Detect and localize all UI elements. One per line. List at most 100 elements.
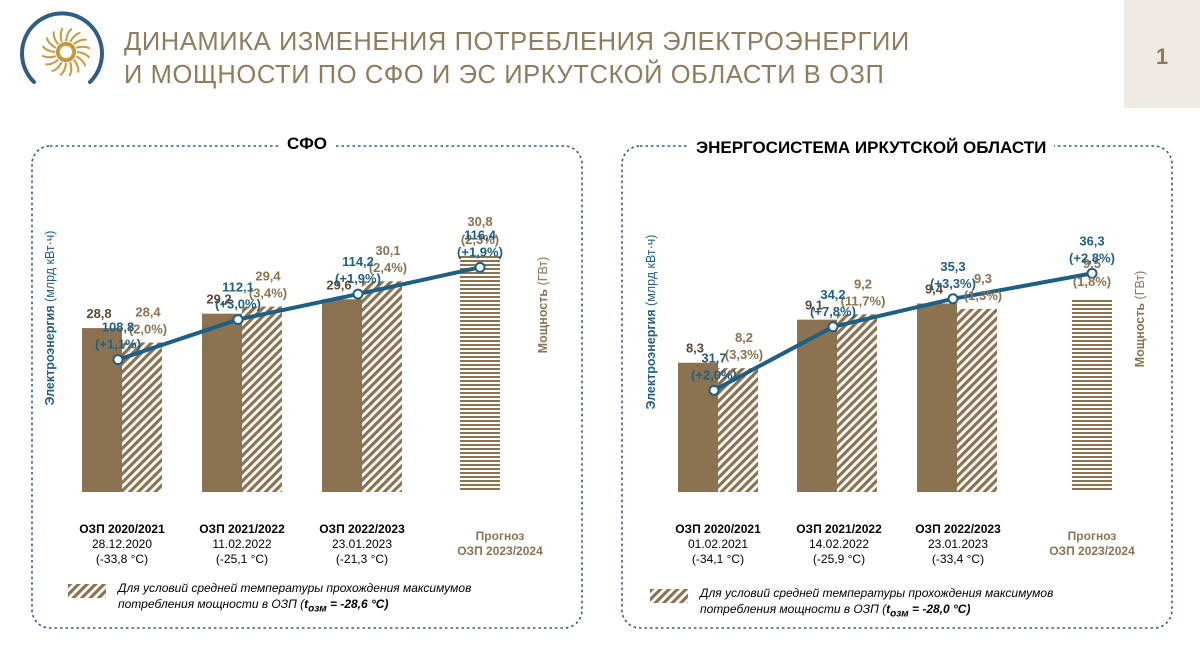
company-logo (20, 11, 104, 84)
energy-axis-label-sfo: Электроэнергия (млрд кВт·ч) (43, 198, 57, 438)
chart-title-sfo: СФО (279, 134, 336, 154)
bar-normalized-label: 9,3 (974, 271, 992, 286)
logo-ray (45, 59, 59, 66)
bar-normalized (1072, 298, 1112, 492)
category-label-forecast: Прогноз ОЗП 2023/2024 (1049, 529, 1135, 558)
bar-actual-label: 9,1 (805, 298, 823, 313)
bar-actual (202, 313, 242, 492)
energy-point (947, 293, 959, 305)
logo-arc (20, 11, 104, 84)
bar-normalized (122, 342, 162, 492)
logo-ray (75, 55, 87, 67)
bar-normalized-label: 28,4 (135, 304, 161, 319)
logo-ray (51, 61, 63, 73)
bar-normalized (362, 281, 402, 492)
page-title-line-1: ДИНАМИКА ИЗМЕНЕНИЯ ПОТРЕБЛЕНИЯ ЭЛЕКТРОЭН… (124, 28, 910, 56)
bar-actual-label: 28,8 (86, 306, 111, 321)
category-label-forecast: Прогноз ОЗП 2023/2024 (457, 529, 543, 558)
energy-value-label: 116,4 (464, 227, 497, 242)
page-number-box (1124, 0, 1200, 108)
page-number: 1 (1155, 44, 1169, 69)
bar-normalized (718, 368, 758, 492)
panel-frame (31, 145, 583, 629)
bar-normalized-label: 8,2 (735, 330, 753, 345)
energy-axis-unit: (млрд кВт·ч) (43, 230, 57, 302)
energy-pct-label: (+2,8%) (1069, 250, 1115, 265)
energy-value-label: 31,7 (701, 350, 726, 365)
energy-point (1086, 267, 1098, 279)
page-title: ДИНАМИКА ИЗМЕНЕНИЯ ПОТРЕБЛЕНИЯ ЭЛЕКТРОЭН… (124, 26, 910, 92)
page-title-line-2: И МОЩНОСТИ ПО СФО И ЭС ИРКУТСКОЙ ОБЛАСТИ… (124, 61, 885, 89)
logo-ray (73, 38, 87, 45)
power-axis-unit: (ГВт) (1133, 270, 1147, 300)
logo-ray (73, 59, 80, 73)
bar-actual (82, 328, 122, 492)
bar-normalized (837, 314, 877, 492)
bar-normalized-pct: (2,3%) (461, 232, 499, 247)
energy-pct-label: (+2,0%) (691, 367, 737, 382)
logo-ray (45, 37, 57, 49)
chart-sfo: 28,8 28,4 (2,0%) 29,2 29,4 (3,4%) 29,6 30,1 (2,4… (31, 145, 583, 629)
logo-ray (59, 62, 67, 77)
power-axis-title: Мощность (1133, 302, 1147, 368)
energy-pct-label: (+3,0%) (215, 297, 261, 312)
bar-normalized-label: 9,2 (854, 276, 872, 291)
power-axis-unit: (ГВт) (536, 256, 550, 286)
bar-normalized-pct: (2,0%) (129, 321, 167, 336)
bar-actual (678, 362, 718, 492)
logo-sun-icon (41, 27, 91, 77)
bar-normalized-pct: (3,4%) (249, 285, 287, 300)
chart-title-irkutsk: ЭНЕРГОСИСТЕМА ИРКУТСКОЙ ОБЛАСТИ (688, 138, 1055, 158)
bar-normalized-label: 30,8 (467, 214, 492, 229)
logo-ray (41, 54, 57, 59)
energy-value-label: 112,1 (222, 280, 254, 295)
energy-pct-label: (+1,1%) (95, 337, 141, 352)
energy-line (713, 271, 1093, 393)
energy-value-label: 36,3 (1079, 233, 1104, 248)
logo-ray (65, 27, 73, 42)
energy-axis-unit: (млрд кВт·ч) (644, 234, 658, 306)
energy-point (352, 288, 364, 300)
bar-normalized-pct: (1,8%) (1073, 274, 1111, 289)
power-axis-title: Мощность (536, 288, 550, 354)
category-label: ОЗП 2021/2022 11.02.2022 (-25,1 °С) (199, 522, 285, 566)
energy-value-label: 35,3 (940, 259, 965, 274)
energy-point (827, 321, 839, 333)
bar-actual-label: 29,2 (206, 292, 231, 307)
energy-point (112, 354, 124, 366)
bar-normalized-label: 29,4 (255, 268, 281, 283)
energy-value-label: 34,2 (820, 287, 845, 302)
bar-normalized-label: 9,5 (1083, 256, 1101, 271)
bar-normalized-pct: (3,3%) (725, 347, 763, 362)
panel-frame (621, 145, 1173, 629)
logo-ray (75, 45, 91, 50)
bar-actual (917, 303, 957, 492)
energy-pct-label: (+3,3%) (930, 276, 976, 291)
bar-actual (797, 319, 837, 492)
power-axis-label-irkutsk: Мощность (ГВт) (1133, 199, 1147, 439)
bar-normalized (460, 256, 500, 492)
legend-irkutsk: Для условий средней температуры прохожде… (650, 585, 1180, 619)
energy-point (708, 384, 720, 396)
bar-actual-label: 29,6 (326, 277, 351, 292)
energy-point (474, 261, 486, 273)
logo-ray (59, 27, 64, 43)
legend-swatch (68, 584, 106, 598)
energy-pct-label: (+1,9%) (335, 271, 381, 286)
bar-normalized-label: 30,1 (375, 243, 400, 258)
logo-ray (41, 45, 56, 53)
energy-axis-title: Электроэнергия (644, 309, 658, 410)
bar-normalized (957, 308, 997, 492)
energy-line (117, 265, 481, 362)
category-label: ОЗП 2022/2023 23.01.2023 (-33,4 °С) (915, 522, 1001, 566)
logo-ray (69, 31, 81, 43)
logo-ray (52, 31, 59, 45)
bar-normalized-pct: (2,4%) (369, 260, 407, 275)
logo-ray (68, 61, 73, 77)
bar-normalized (242, 306, 282, 492)
power-axis-label-sfo: Мощность (ГВт) (536, 185, 550, 425)
energy-point (232, 314, 244, 326)
bar-actual-label: 8,3 (686, 341, 704, 356)
chart-irkutsk: 8,3 8,2 (3,3%) 9,1 9,2 (11,7%) 9,4 9,3 (1,3%) 9,5… (621, 145, 1173, 629)
energy-axis-title: Электроэнергия (43, 305, 57, 406)
